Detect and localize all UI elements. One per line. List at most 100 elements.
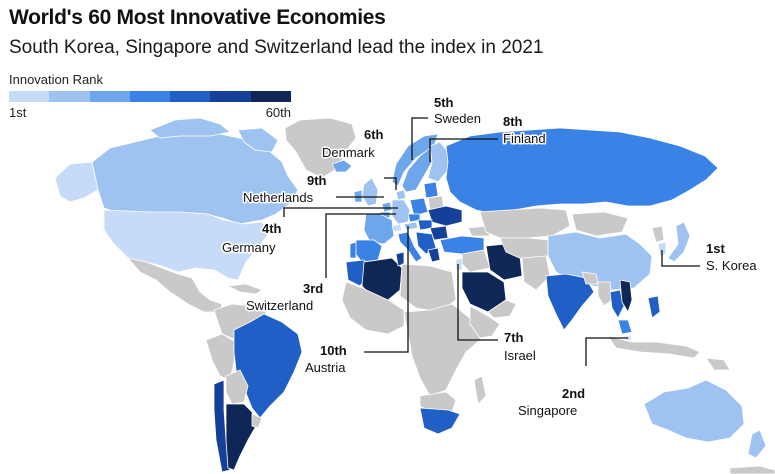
switzerland-name: Switzerland bbox=[246, 298, 313, 313]
legend-color-scale bbox=[9, 91, 291, 102]
mexico bbox=[127, 257, 223, 313]
leader-lines bbox=[283, 117, 700, 366]
malaysia bbox=[617, 319, 633, 335]
russia bbox=[445, 127, 719, 215]
india bbox=[545, 273, 595, 331]
leader-singapore bbox=[585, 337, 628, 366]
south-africa bbox=[419, 407, 461, 435]
denmark-rank: 6th bbox=[364, 127, 384, 142]
germany-name: Germany bbox=[222, 240, 276, 255]
chart-subtitle: South Korea, Singapore and Switzerland l… bbox=[9, 37, 544, 58]
japan bbox=[667, 221, 691, 263]
legend-swatch-5 bbox=[170, 91, 211, 102]
skorea-name: S. Korea bbox=[706, 258, 757, 273]
antarctica-tip bbox=[729, 465, 775, 474]
mongolia bbox=[571, 211, 629, 237]
legend-swatch-7 bbox=[250, 91, 291, 102]
indonesia bbox=[607, 335, 701, 359]
west-africa bbox=[341, 281, 405, 335]
finland bbox=[427, 141, 449, 183]
denmark-name: Denmark bbox=[322, 145, 375, 160]
ukraine bbox=[427, 205, 463, 227]
legend-max-label: 60th bbox=[265, 105, 291, 120]
singapore bbox=[625, 335, 632, 341]
israel-name: Israel bbox=[504, 348, 536, 363]
legend-swatch-6 bbox=[210, 91, 251, 102]
uruguay bbox=[251, 413, 263, 429]
myanmar bbox=[597, 281, 613, 307]
netherlands-rank: 9th bbox=[307, 173, 327, 188]
norway bbox=[391, 133, 439, 187]
leader-austria bbox=[364, 226, 409, 353]
algeria bbox=[361, 257, 403, 301]
israel-rank: 7th bbox=[504, 330, 524, 345]
leader-sweden bbox=[411, 117, 428, 160]
netherlands-name: Netherlands bbox=[243, 190, 314, 205]
alaska bbox=[54, 161, 99, 203]
north-korea bbox=[651, 225, 665, 243]
chile bbox=[213, 379, 231, 473]
germany bbox=[391, 199, 411, 225]
germany-rank: 4th bbox=[262, 221, 282, 236]
leader-switzerland bbox=[325, 213, 396, 278]
legend-min-label: 1st bbox=[9, 105, 27, 120]
finland-name: Finland bbox=[503, 131, 546, 146]
argentina bbox=[225, 403, 257, 471]
iceland bbox=[331, 159, 353, 173]
austria bbox=[403, 221, 419, 231]
philippines bbox=[647, 295, 661, 319]
leader-skorea bbox=[661, 250, 700, 267]
kazakhstan bbox=[479, 207, 571, 239]
sweden-name: Sweden bbox=[434, 111, 481, 126]
austria-rank: 10th bbox=[320, 343, 347, 358]
syria-iraq bbox=[461, 249, 491, 273]
legend-swatch-4 bbox=[129, 91, 171, 102]
greece bbox=[427, 247, 441, 263]
horn-of-africa bbox=[469, 305, 501, 339]
ireland bbox=[353, 189, 363, 203]
peru bbox=[205, 333, 237, 381]
sweden-rank: 5th bbox=[434, 95, 454, 110]
afghanistan-pakistan bbox=[521, 255, 551, 291]
madagascar bbox=[473, 375, 487, 405]
thailand bbox=[609, 289, 625, 319]
singapore-rank: 2nd bbox=[562, 386, 585, 401]
papua-new-guinea bbox=[705, 357, 731, 371]
legend-swatch-1 bbox=[9, 91, 50, 102]
portugal bbox=[349, 241, 357, 259]
baltics bbox=[423, 181, 439, 199]
singapore-name: Singapore bbox=[518, 403, 577, 418]
leader-finland bbox=[429, 138, 498, 162]
annotations: 5th Sweden 8th Finland 6th Denmark 9th N… bbox=[221, 94, 759, 420]
poland bbox=[409, 197, 429, 217]
chart-title: World's 60 Most Innovative Economies bbox=[9, 6, 386, 29]
italy bbox=[397, 231, 423, 263]
brazil bbox=[233, 313, 303, 419]
south-korea bbox=[657, 241, 667, 257]
israel bbox=[455, 257, 463, 271]
spain bbox=[353, 239, 383, 263]
switzerland-rank: 3rd bbox=[303, 281, 323, 296]
leader-israel bbox=[457, 264, 498, 341]
baffin-island bbox=[237, 127, 279, 153]
leader-denmark bbox=[384, 177, 397, 190]
austria-name: Austria bbox=[305, 360, 346, 375]
legend-title: Innovation Rank bbox=[9, 72, 103, 87]
rank-legend: Innovation Rank 1st 60th bbox=[9, 72, 291, 120]
united-kingdom bbox=[361, 177, 379, 207]
central-africa bbox=[403, 303, 487, 397]
leader-germany bbox=[283, 207, 398, 217]
caribbean bbox=[227, 283, 263, 295]
new-zealand bbox=[747, 429, 767, 459]
france bbox=[363, 213, 395, 245]
legend-swatch-2 bbox=[49, 91, 90, 102]
arabian-peninsula bbox=[487, 299, 517, 319]
arctic-islands bbox=[149, 117, 231, 139]
bolivia bbox=[225, 369, 249, 405]
vietnam bbox=[619, 279, 633, 313]
legend-swatch-3 bbox=[89, 91, 130, 102]
australia bbox=[643, 379, 745, 443]
switzerland bbox=[391, 223, 403, 233]
denmark bbox=[395, 189, 407, 201]
